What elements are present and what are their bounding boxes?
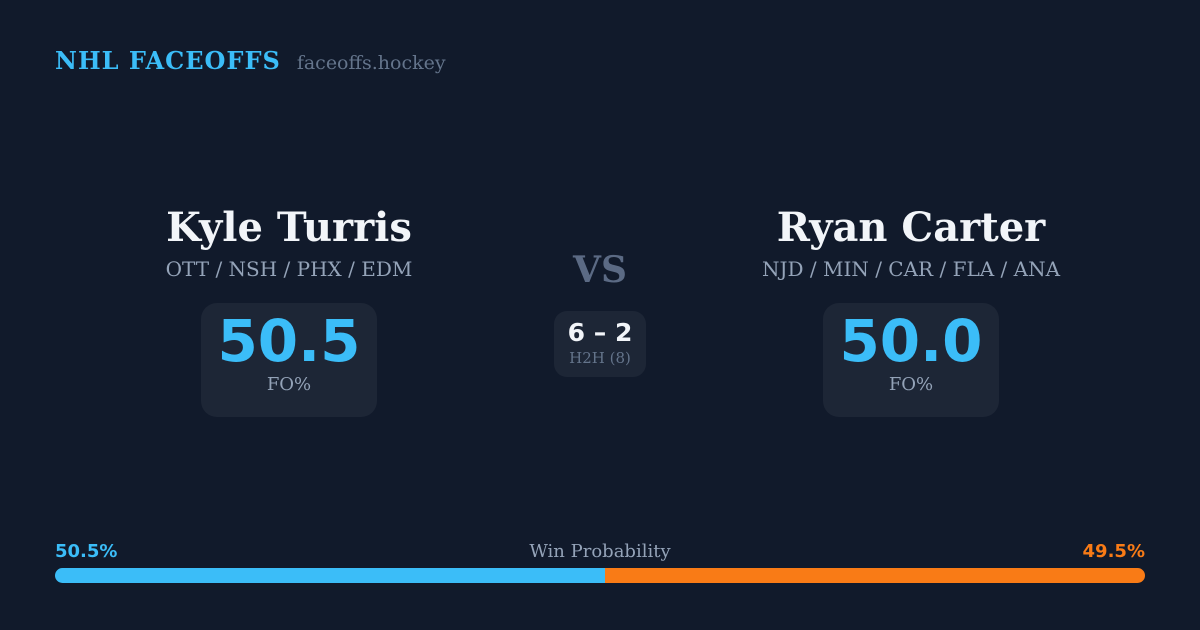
left-player-teams: OTT / NSH / PHX / EDM — [165, 257, 413, 281]
win-probability-right-label: 49.5% — [1082, 541, 1145, 562]
h2h-card: 6 – 2 H2H (8) — [554, 311, 646, 377]
win-probability-labels: 50.5% Win Probability 49.5% — [55, 541, 1145, 562]
left-stat-value: 50.5 — [217, 307, 361, 375]
left-stat-card: 50.5 FO% — [201, 303, 377, 417]
vs-label: VS — [573, 249, 627, 291]
brand-title: NHL FACEOFFS — [55, 46, 281, 75]
right-player-column: Ryan Carter NJD / MIN / CAR / FLA / ANA … — [716, 206, 1106, 417]
win-probability-bar-left-segment — [55, 568, 606, 583]
right-stat-value: 50.0 — [839, 307, 983, 375]
h2h-sample-size: H2H (8) — [569, 348, 631, 367]
win-probability-bar — [55, 568, 1145, 583]
center-column: VS 6 – 2 H2H (8) — [505, 252, 695, 377]
right-player-name: Ryan Carter — [776, 204, 1046, 251]
win-probability-title: Win Probability — [529, 541, 671, 562]
header: NHL FACEOFFS faceoffs.hockey — [55, 46, 446, 75]
left-player-name: Kyle Turris — [166, 204, 412, 251]
right-player-teams: NJD / MIN / CAR / FLA / ANA — [761, 257, 1061, 281]
win-probability-left-label: 50.5% — [55, 541, 118, 562]
left-stat-label: FO% — [266, 373, 312, 395]
win-probability-bar-right-segment — [605, 568, 1145, 583]
h2h-score: 6 – 2 — [567, 318, 633, 347]
right-stat-label: FO% — [888, 373, 934, 395]
left-player-column: Kyle Turris OTT / NSH / PHX / EDM 50.5 F… — [94, 206, 484, 417]
right-stat-card: 50.0 FO% — [823, 303, 999, 417]
brand-domain: faceoffs.hockey — [296, 52, 446, 74]
